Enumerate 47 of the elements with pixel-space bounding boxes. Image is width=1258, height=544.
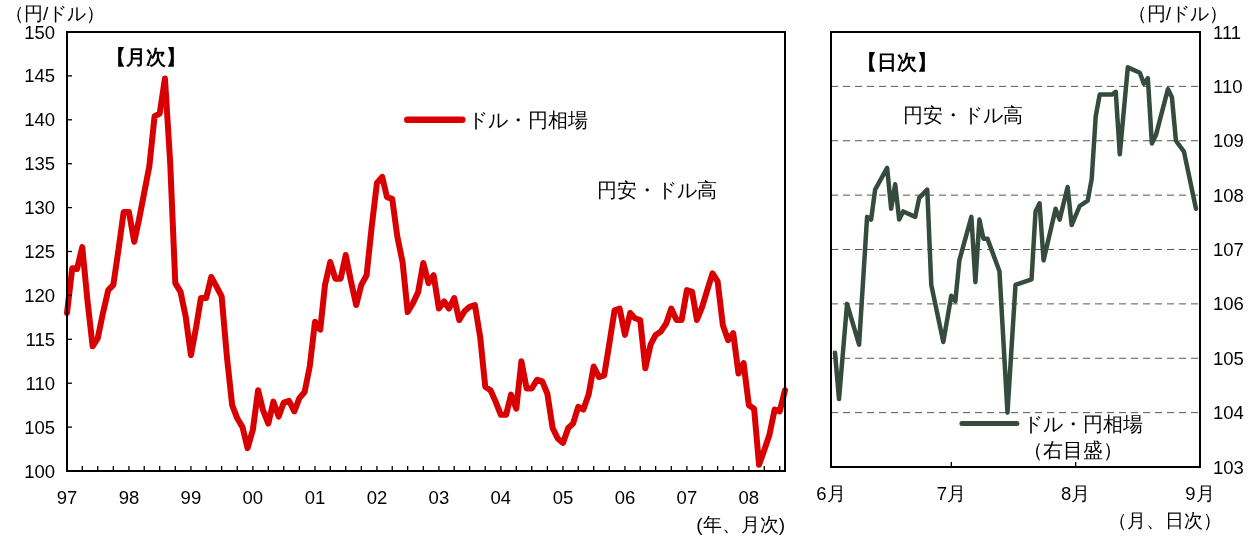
y-tick-label: 140: [24, 109, 55, 131]
x-tick-label: 99: [180, 487, 202, 508]
x-tick-label: 07: [676, 487, 698, 508]
x-tick-label: 6月: [816, 483, 846, 504]
legend: ドル・円相場: [404, 108, 589, 131]
y-tick-label: 125: [24, 241, 55, 262]
y2-tick-label: 107: [1213, 239, 1244, 260]
text: 【日次】: [856, 51, 937, 74]
y2-tick-label: 109: [1213, 130, 1244, 152]
x-tick-label: 7月: [936, 483, 966, 504]
y2-tick-label: 108: [1213, 184, 1244, 206]
annotation: 円安・ドル高: [902, 103, 1023, 126]
x-axis-title: （月、日次）: [1108, 510, 1222, 531]
text: 【月次】: [106, 46, 187, 69]
y-tick-label: 145: [24, 65, 55, 87]
y2-tick-label: 104: [1213, 402, 1244, 424]
y-tick-label: 135: [24, 153, 55, 175]
y2-tick-label: 111: [1213, 21, 1242, 43]
legend-label: ドル・円相場: [468, 108, 589, 131]
x-tick-label: 8月: [1061, 483, 1091, 504]
y2-tick-label: 106: [1213, 293, 1244, 315]
x-tick-label: 97: [56, 487, 78, 508]
y-tick-label: 105: [24, 416, 55, 438]
y2-tick-label: 105: [1213, 347, 1244, 369]
legend-label: ドル・円相場（右目盛）: [1022, 412, 1143, 461]
x-tick-label: 01: [304, 487, 326, 508]
y-axis-title: （円/ドル）: [5, 3, 106, 24]
annotation: 円安・ドル高: [596, 179, 717, 202]
y2-axis-title: （円/ドル）: [1127, 3, 1228, 24]
x-tick-label: 05: [552, 487, 574, 508]
x-axis-title: (年、月次): [696, 514, 785, 535]
x-tick-label: 03: [428, 487, 450, 508]
x-tick-label: 04: [490, 487, 512, 508]
x-tick-label: 08: [738, 487, 760, 508]
y2-tick-label: 110: [1213, 75, 1243, 97]
x-tick-label: 00: [242, 487, 264, 508]
legend: ドル・円相場（右目盛）: [959, 412, 1143, 461]
x-tick-label: 02: [366, 487, 388, 508]
y-tick-label: 130: [24, 197, 55, 219]
x-tick-label: 9月: [1185, 483, 1215, 504]
x-tick-label: 98: [118, 487, 140, 508]
y-tick-label: 110: [25, 372, 55, 394]
y-tick-label: 120: [24, 284, 55, 306]
y-tick-label: 100: [24, 460, 55, 482]
x-tick-label: 06: [614, 487, 636, 508]
y2-tick-label: 103: [1213, 456, 1244, 478]
y-tick-label: 115: [25, 328, 55, 350]
